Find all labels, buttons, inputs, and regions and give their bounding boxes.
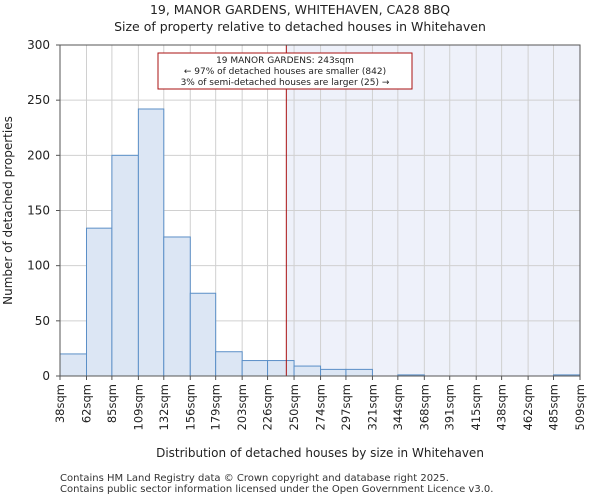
x-tick-label: 321sqm [365,384,379,430]
histogram-bar [345,368,373,377]
annotation-frame [157,52,413,90]
x-tick-label: 179sqm [209,384,223,430]
y-axis-label: Number of detached properties [1,116,15,305]
x-tick-label: 156sqm [183,384,197,430]
annotation-line-1: 19 MANOR GARDENS: 243sqm [216,56,354,66]
y-axis-ticks: 0 50 100 150 200 250 300 [27,38,60,383]
x-axis-label: Distribution of detached houses by size … [156,446,484,460]
x-tick-label: 132sqm [157,384,171,430]
x-tick-label: 415sqm [469,384,483,430]
y-tick-label: 0 [42,369,50,383]
y-tick-label: 150 [27,204,50,218]
x-tick-label: 485sqm [547,384,561,430]
histogram-bar [189,292,217,377]
histogram-bar [59,353,87,377]
histogram-bar [267,360,295,377]
histogram-bar [320,368,347,377]
y-tick-label: 50 [35,314,50,328]
x-tick-label: 438sqm [495,384,509,430]
annotation-line-2: ← 97% of detached houses are smaller (84… [184,67,386,77]
annotation-line-3: 3% of semi-detached houses are larger (2… [181,78,390,88]
annotation-box: 19 MANOR GARDENS: 243sqm ← 97% of detach… [157,52,413,90]
x-tick-label: 226sqm [261,384,275,430]
y-tick-label: 250 [27,93,50,107]
x-tick-label: 203sqm [235,384,249,430]
x-tick-label: 109sqm [131,384,145,430]
footer-line-1: Contains HM Land Registry data © Crown c… [60,473,449,484]
histogram-bar [137,108,165,377]
x-tick-label: 344sqm [391,384,405,430]
x-tick-label: 85sqm [105,384,119,423]
x-tick-label: 391sqm [443,384,457,430]
x-tick-label: 368sqm [417,384,431,430]
x-axis-ticks: 38sqm 62sqm 85sqm 109sqm 132sqm 156sqm 179sqm 2… [53,376,587,430]
x-tick-label: 462sqm [521,384,535,430]
x-tick-label: 250sqm [287,384,301,430]
y-tick-label: 200 [27,148,50,162]
x-tick-label: 297sqm [339,384,353,430]
x-tick-label: 274sqm [314,384,328,430]
histogram-bar [293,365,322,377]
bars [59,108,581,377]
histogram-bar [163,236,191,377]
histogram-bar [241,360,269,377]
y-tick-label: 100 [27,259,50,273]
chart-subtitle: Size of property relative to detached ho… [114,19,486,34]
footer-line-2: Contains public sector information licen… [60,484,494,495]
chart-title: 19, MANOR GARDENS, WHITEHAVEN, CA28 8BQ [149,2,451,17]
x-tick-label: 62sqm [79,384,93,423]
histogram-bar [111,154,139,377]
histogram-bar [85,227,113,377]
histogram-bar [215,351,243,377]
x-tick-label: 38sqm [53,384,67,423]
y-tick-label: 300 [27,38,50,52]
x-tick-label: 509sqm [573,384,587,430]
